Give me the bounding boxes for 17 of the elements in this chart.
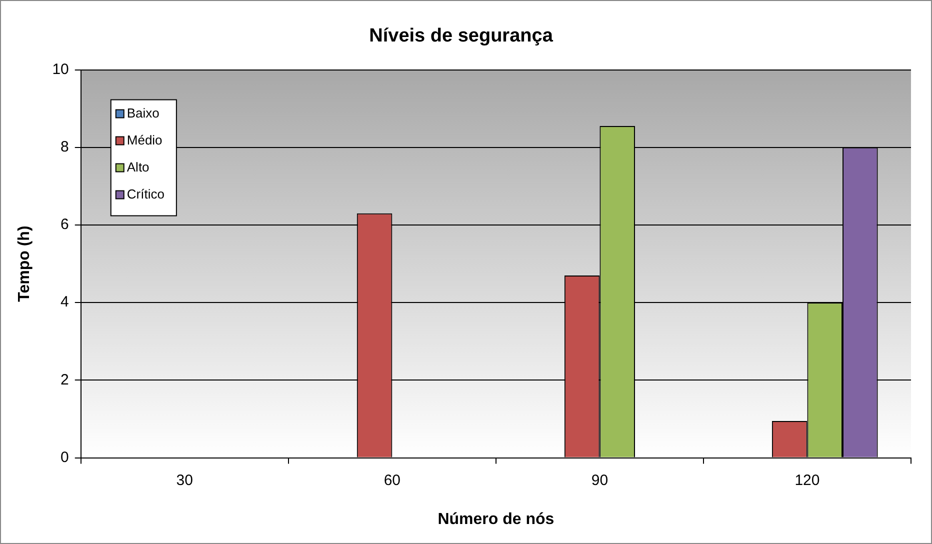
y-tick-label: 8 (60, 138, 69, 156)
y-tick-label: 0 (60, 448, 69, 466)
y-tick-label: 6 (60, 216, 69, 234)
legend-label: Alto (126, 159, 150, 174)
legend-label: Baixo (126, 105, 160, 120)
legend-label: Crítico (126, 186, 164, 202)
x-tick-label: 30 (176, 472, 193, 489)
x-tick-label: 120 (794, 472, 820, 489)
chart-title: Níveis de segurança (369, 26, 554, 47)
y-tick-label: 10 (52, 60, 69, 78)
y-tick-label: 4 (60, 294, 69, 311)
x-tick-label: 90 (591, 472, 608, 489)
x-axis-title: Número de nós (438, 510, 554, 528)
y-axis-title: Tempo (h) (16, 226, 34, 302)
legend-label: Médio (126, 132, 162, 148)
y-tick-label: 2 (60, 371, 69, 388)
x-tick-label: 60 (384, 472, 401, 489)
